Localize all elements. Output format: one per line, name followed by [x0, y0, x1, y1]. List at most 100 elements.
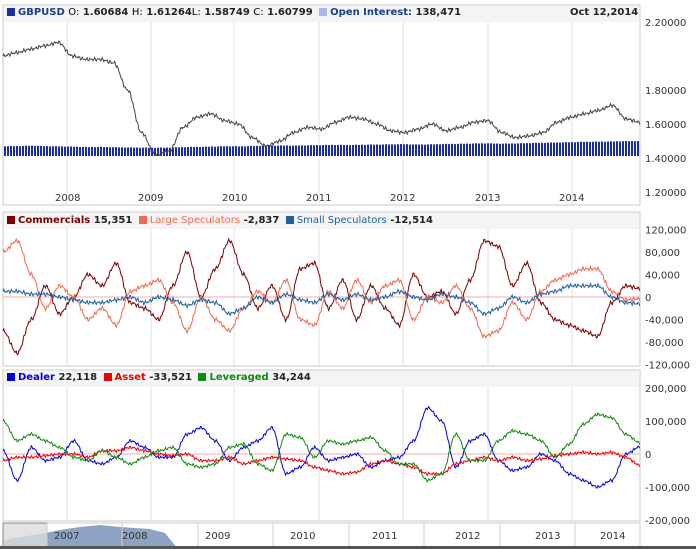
oi-bar [313, 145, 315, 156]
oi-bar [514, 143, 516, 156]
oi-bar [205, 146, 207, 156]
oi-bar [250, 145, 252, 156]
oi-bar [418, 144, 420, 156]
x-tick-label: 2008 [55, 193, 80, 204]
oi-bar [409, 144, 411, 156]
dealer-swatch [7, 373, 15, 381]
oi-bar [22, 145, 24, 156]
oi-bar [577, 142, 579, 156]
oi-bar [76, 146, 78, 156]
oi-bar [472, 143, 474, 156]
oi-bar [352, 144, 354, 156]
oi-bar [91, 146, 93, 156]
oi-bar [262, 145, 264, 156]
oi-bar [133, 147, 135, 156]
oi-bar [454, 144, 456, 156]
x-tick-label: 2010 [222, 193, 247, 204]
y-tick-label: -120,000 [645, 361, 690, 372]
oi-bar [277, 145, 279, 156]
oi-bar [88, 147, 90, 156]
oi-bar [16, 145, 18, 156]
open-label: O: [68, 7, 80, 18]
oi-bar [370, 144, 372, 156]
navigator-scrollbar[interactable] [0, 546, 696, 549]
x-tick-label: 2013 [475, 193, 500, 204]
oi-bar [274, 145, 276, 156]
high-label: H: [131, 7, 143, 18]
oi-bar [46, 146, 48, 156]
oi-bar [193, 147, 195, 156]
oi-bar [7, 146, 9, 156]
oi-bar [214, 146, 216, 156]
oi-bar [136, 147, 138, 156]
oi-bar [394, 144, 396, 156]
oi-swatch [319, 8, 328, 16]
oi-bar [478, 143, 480, 156]
oi-bar [340, 144, 342, 156]
oi-bar [328, 145, 330, 156]
y-tick-label: 1.80000 [645, 86, 686, 97]
oi-bar [343, 145, 345, 156]
oi-bar [184, 147, 186, 156]
oi-bar [49, 146, 51, 156]
oi-bar [310, 145, 312, 156]
oi-bar [196, 146, 198, 156]
panel-2-frame [2, 211, 641, 367]
oi-bar [544, 142, 546, 156]
oi-bar [97, 146, 99, 156]
oi-bar [139, 147, 141, 156]
navigator-year-label: 2009 [205, 531, 230, 542]
oi-bar [118, 147, 120, 156]
oi-bar [43, 146, 45, 156]
oi-bar [304, 145, 306, 156]
oi-bar [610, 141, 612, 156]
oi-bar [64, 146, 66, 156]
y-tick-label: 1.60000 [645, 120, 686, 131]
x-tick-label: 2014 [559, 193, 584, 204]
y-tick-label: -80,000 [645, 338, 684, 349]
oi-bar [424, 144, 426, 156]
oi-bar [229, 146, 231, 156]
large-speculators-line [2, 237, 641, 339]
x-tick-label: 2009 [138, 193, 163, 204]
oi-bar [148, 147, 150, 156]
oi-bar [589, 141, 591, 156]
navigator-year-label: 2014 [600, 531, 625, 542]
y-tick-label: 1.40000 [645, 154, 686, 165]
large-spec-label: Large Speculators [149, 215, 241, 226]
oi-bar [334, 145, 336, 156]
oi-bar [580, 141, 582, 156]
oi-bar [376, 144, 378, 156]
oi-bar [562, 142, 564, 156]
oi-bar [406, 144, 408, 156]
gbpusd-price-line [2, 40, 641, 157]
open-value: 1.60684 [82, 7, 129, 18]
dealer-label: Dealer [18, 372, 55, 383]
oi-bar [337, 144, 339, 156]
oi-bar [484, 143, 486, 156]
y-tick-label: -40,000 [645, 316, 684, 327]
x-tick-label: 2012 [390, 193, 415, 204]
oi-bar [280, 145, 282, 156]
oi-bar [208, 146, 210, 156]
oi-bar [58, 146, 60, 156]
oi-bar [85, 146, 87, 156]
oi-bar [538, 142, 540, 156]
oi-bar [220, 146, 222, 156]
commercials-label: Commercials [18, 215, 91, 226]
oi-bar [154, 147, 156, 156]
high-value: 1.61264 [146, 7, 192, 18]
oi-bar [526, 143, 528, 156]
oi-bar [436, 144, 438, 156]
oi-bar [361, 144, 363, 156]
small-spec-label: Small Speculators [296, 215, 387, 226]
oi-bar [529, 143, 531, 156]
panel-3-frame [2, 369, 641, 522]
leveraged-swatch [198, 373, 207, 381]
oi-bar [355, 144, 357, 156]
oi-bar [460, 143, 462, 156]
oi-bar [616, 141, 618, 156]
oi-bar [10, 145, 12, 156]
oi-bar [493, 143, 495, 156]
